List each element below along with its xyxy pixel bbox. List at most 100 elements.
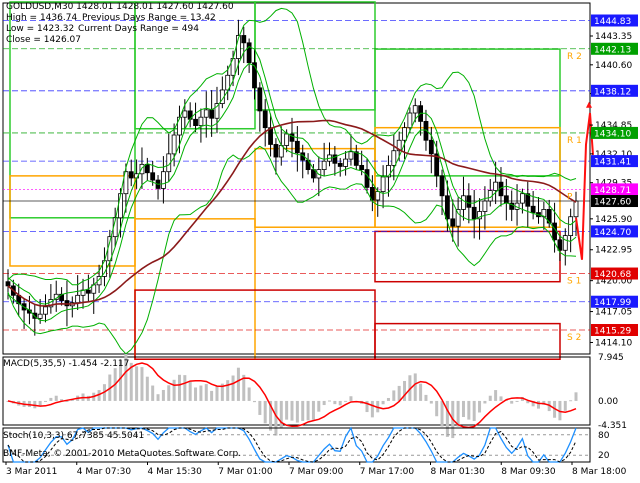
candle-body — [257, 87, 263, 112]
previous-days-range-label: Previous Days Range = 13.42 — [82, 13, 216, 23]
macd-histogram-bar — [220, 383, 224, 401]
macd-histogram-bar — [177, 374, 181, 401]
macd-histogram-bar — [472, 400, 476, 422]
price-tick-label: 1417.05 — [595, 308, 632, 318]
price-level-box — [591, 155, 638, 168]
candle-body — [123, 171, 129, 195]
candle-body — [359, 165, 365, 170]
macd-histogram-bar — [97, 390, 101, 401]
candle-body — [37, 313, 43, 319]
macd-histogram-bar — [392, 390, 396, 401]
price-tick-label: 1420.00 — [595, 277, 632, 287]
macd-histogram-bar — [124, 353, 128, 401]
candle-body — [386, 165, 391, 178]
macd-histogram-bar — [317, 400, 321, 412]
macd-histogram-bar — [478, 400, 482, 413]
macd-histogram-bar — [70, 399, 74, 401]
macd-histogram-bar — [429, 400, 433, 404]
candle-body — [160, 171, 166, 189]
macd-histogram-bar — [333, 400, 337, 405]
main-price-pane[interactable]: R 2 R 1 P S 1 S 2 — [2, 1, 594, 360]
candle-body — [520, 193, 525, 204]
copyright-text: BMF-Meta, © 2001-2010 MetaQuotes Softwar… — [3, 449, 242, 459]
candle-body — [364, 169, 370, 188]
macd-histogram-bar — [49, 397, 53, 401]
macd-axis-label: 7.945 — [598, 353, 624, 363]
macd-histogram-bar — [44, 400, 48, 402]
candle-body — [343, 158, 348, 167]
stoch-signal-line — [7, 427, 577, 463]
candle-body — [337, 162, 343, 167]
pivot-label: R 1 — [567, 136, 582, 146]
candle-body — [85, 289, 91, 294]
candle-body — [43, 306, 48, 315]
time-tick-label: 7 Mar 09:00 — [289, 467, 344, 477]
candle-body — [482, 200, 488, 212]
candle-body — [214, 103, 220, 119]
macd-histogram-bar — [38, 400, 42, 406]
candle-body — [450, 218, 456, 227]
macd-axis-label: -4.351 — [598, 421, 627, 431]
candle-body — [428, 139, 434, 155]
macd-histogram-bar — [263, 400, 267, 424]
macd-histogram-bar — [65, 400, 69, 402]
candle-body — [268, 127, 273, 145]
price-tick-label: 1425.90 — [595, 215, 632, 225]
candle-body — [407, 112, 413, 129]
current-days-range-label: Current Days Range = 494 — [78, 24, 199, 34]
chart-title-line: GOLDUSD,M30 1428.01 1428.01 1427.60 1427… — [6, 2, 234, 12]
macd-histogram-bar — [194, 387, 198, 401]
bollinger-lower — [7, 145, 577, 355]
candle-body — [171, 134, 177, 155]
candle-body — [568, 216, 574, 237]
time-tick-label: 4 Mar 07:30 — [77, 467, 132, 477]
candle-body — [466, 195, 472, 208]
macd-frame — [2, 356, 591, 426]
pivot-label: P — [567, 192, 573, 202]
macd-pane: 7.945 0.00 -4.351 — [2, 353, 627, 439]
macd-histogram-bar — [140, 367, 144, 401]
macd-histogram-bar — [172, 379, 176, 401]
pivot-label: S 2 — [567, 333, 581, 343]
candle-body — [461, 195, 466, 210]
macd-histogram-bar — [188, 381, 192, 401]
macd-histogram-bar — [258, 400, 262, 415]
macd-histogram-bar — [306, 400, 310, 421]
macd-histogram-bar — [563, 400, 567, 411]
candle-body — [412, 105, 418, 114]
candle-body — [402, 127, 407, 141]
candle-body — [5, 281, 11, 287]
macd-histogram-bar — [526, 400, 530, 404]
price-level-box — [591, 126, 638, 139]
candle-body — [96, 276, 102, 286]
price-tick-label: 1434.85 — [595, 121, 632, 131]
price-level-box — [591, 42, 638, 55]
pivot-label: R 2 — [567, 52, 582, 62]
candle-body — [353, 151, 359, 166]
session-box — [374, 230, 561, 283]
price-level-label: 1442.13 — [594, 45, 631, 55]
macd-histogram-bar — [558, 400, 562, 421]
candle-body — [262, 110, 268, 129]
macd-histogram-bar — [386, 397, 390, 401]
time-tick-label: 8 Mar 18:00 — [572, 467, 627, 477]
macd-histogram-bar — [344, 400, 348, 402]
macd-histogram-bar — [467, 400, 471, 420]
main-frame — [2, 2, 591, 355]
macd-histogram-bar — [167, 385, 171, 401]
price-tick-label: 1440.60 — [595, 61, 632, 71]
candle-body — [273, 144, 279, 158]
price-level-box — [591, 225, 638, 238]
macd-histogram-bar — [204, 384, 208, 401]
price-level-box — [591, 195, 638, 208]
candle-body — [477, 211, 482, 220]
candle-body — [369, 187, 375, 201]
macd-histogram-bar — [322, 400, 326, 406]
macd-histogram-bar — [419, 383, 423, 401]
candle-body — [252, 62, 257, 89]
macd-signal-line — [7, 362, 577, 429]
macd-histogram-bar — [381, 400, 385, 405]
candle-body — [144, 163, 150, 174]
